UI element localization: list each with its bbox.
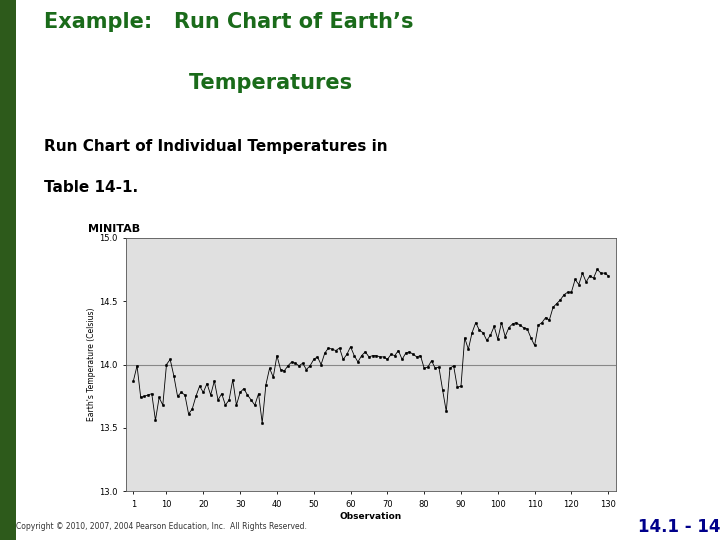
X-axis label: Observation: Observation [340,511,402,521]
Y-axis label: Earth's Temperature (Celsius): Earth's Temperature (Celsius) [87,308,96,421]
Text: Table 14-1.: Table 14-1. [44,179,138,194]
Text: MINITAB: MINITAB [88,225,140,234]
Text: 14.1 - 14: 14.1 - 14 [637,517,720,536]
Text: Copyright © 2010, 2007, 2004 Pearson Education, Inc.  All Rights Reserved.: Copyright © 2010, 2007, 2004 Pearson Edu… [16,522,307,531]
Text: Run Chart of Individual Temperatures in: Run Chart of Individual Temperatures in [44,139,387,154]
Text: Temperatures: Temperatures [44,73,352,93]
Text: Example:   Run Chart of Earth’s: Example: Run Chart of Earth’s [44,12,413,32]
